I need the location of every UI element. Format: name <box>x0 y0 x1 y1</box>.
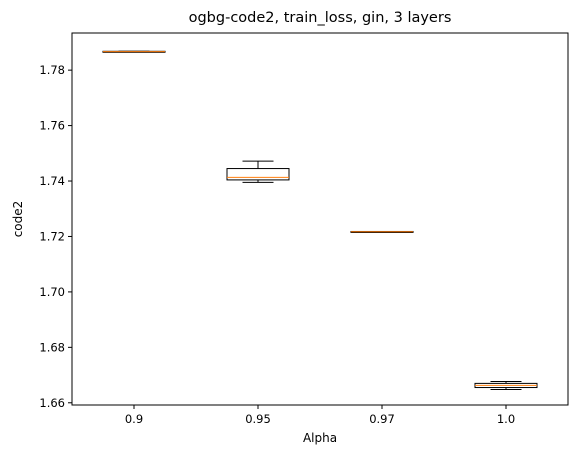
y-tick-label: 1.68 <box>39 340 65 354</box>
x-axis-label: Alpha <box>303 431 337 445</box>
box-series <box>102 50 538 390</box>
y-axis: 1.66 1.68 1.70 1.72 1.74 1.76 1.78 <box>39 63 72 410</box>
y-tick-label: 1.72 <box>39 229 65 243</box>
box-iqr <box>226 168 290 181</box>
y-tick-label: 1.76 <box>39 119 65 133</box>
y-axis-label: code2 <box>11 201 25 238</box>
y-tick-label: 1.78 <box>39 63 65 77</box>
box-0.9 <box>102 50 166 53</box>
x-tick-label: 0.9 <box>125 412 143 426</box>
x-tick-label: 0.97 <box>369 412 395 426</box>
box-0.97 <box>350 230 414 233</box>
y-tick-label: 1.74 <box>39 174 65 188</box>
y-tick-label: 1.66 <box>39 396 65 410</box>
x-tick-label: 0.95 <box>245 412 271 426</box>
y-tick-label: 1.70 <box>39 285 65 299</box>
x-tick-label: 1.0 <box>497 412 515 426</box>
x-axis: 0.9 0.95 0.97 1.0 <box>125 405 515 426</box>
box-0.95 <box>226 160 290 183</box>
chart-title: ogbg-code2, train_loss, gin, 3 layers <box>189 10 452 26</box>
plot-area <box>71 32 569 406</box>
box-1.0 <box>474 380 538 390</box>
